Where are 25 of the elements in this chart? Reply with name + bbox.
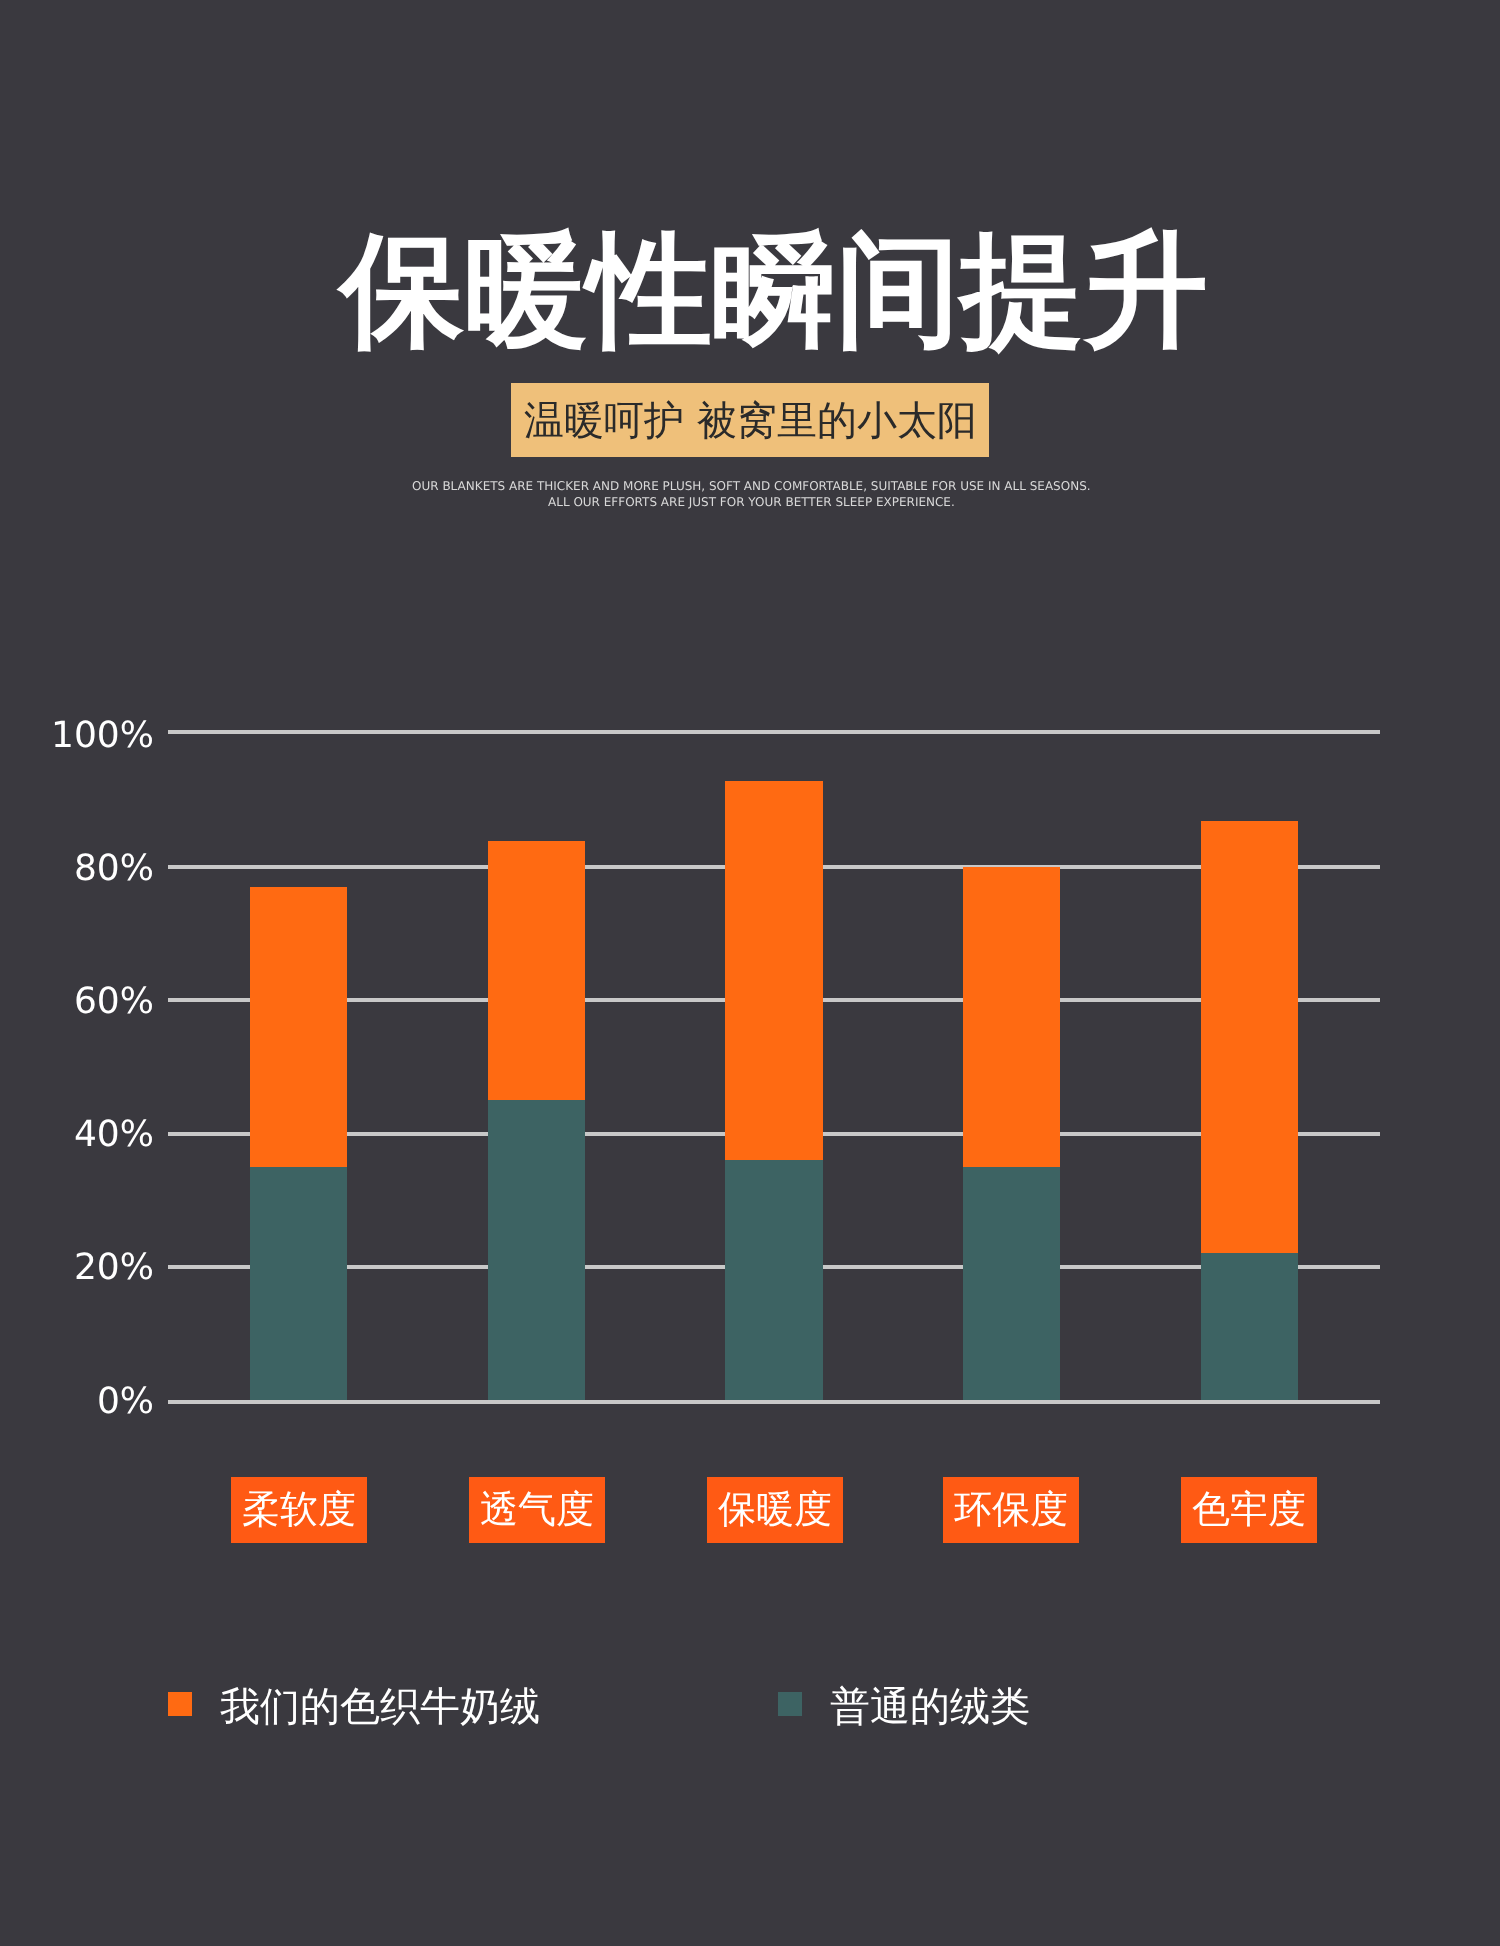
chart-title: 保暖性瞬间提升	[336, 217, 1208, 364]
bar	[725, 1160, 823, 1400]
bar	[962, 867, 1061, 1167]
y-tick-label: 20%	[73, 1247, 154, 1290]
bar	[725, 780, 823, 1161]
bar	[1200, 820, 1299, 1254]
x-tick-label: 环保度	[954, 1488, 1068, 1532]
bar	[487, 1100, 586, 1400]
y-tick-label: 0%	[96, 1380, 154, 1423]
legend-label: 我们的色织牛奶绒	[220, 1681, 540, 1730]
y-tick-label: 40%	[73, 1114, 154, 1157]
bar	[962, 1166, 1061, 1400]
y-tick-label: 60%	[73, 981, 154, 1023]
x-tick-label: 保暖度	[718, 1488, 832, 1532]
bar	[487, 840, 586, 1101]
x-tick-label: 透气度	[480, 1488, 594, 1532]
x-tick-label: 柔软度	[242, 1488, 356, 1532]
bar	[249, 1166, 348, 1400]
bar	[249, 887, 348, 1167]
x-tick-label: 色牢度	[1192, 1488, 1306, 1532]
y-tick-label: 100%	[51, 714, 154, 757]
legend-label: 普通的绒类	[830, 1681, 1030, 1730]
y-tick-label: 80%	[73, 847, 154, 890]
bar	[1200, 1253, 1299, 1400]
chart-subtitle: 温暖呵护 被窝里的小太阳	[524, 396, 977, 444]
